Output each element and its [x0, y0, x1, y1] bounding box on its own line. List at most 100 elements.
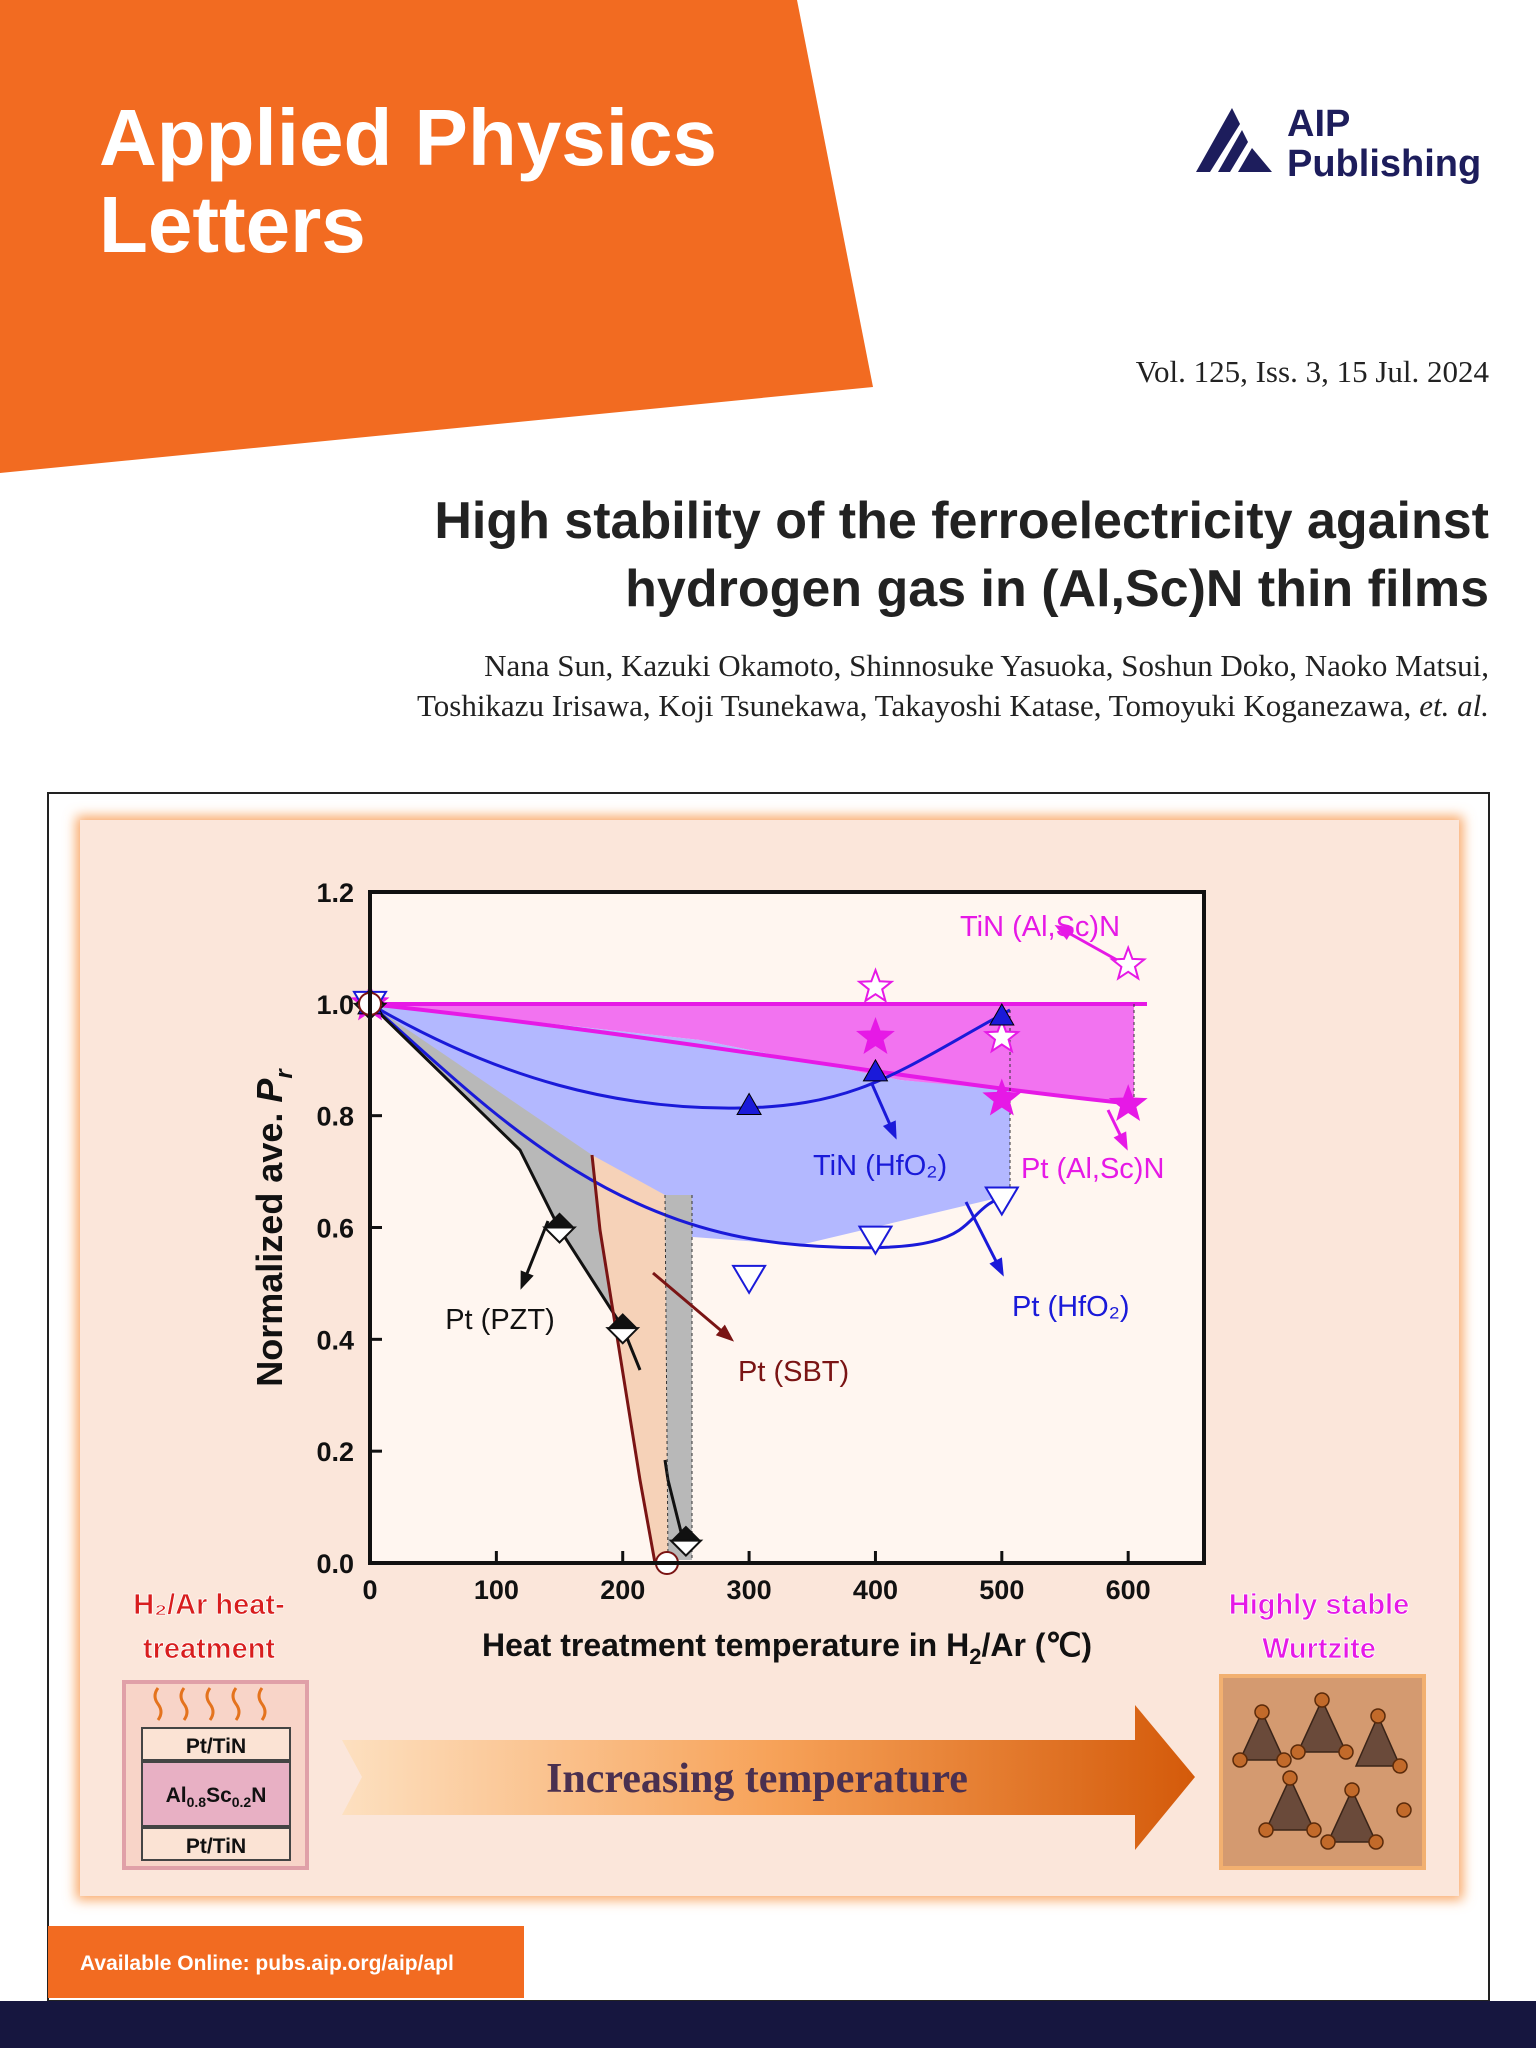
arrow-head: [1054, 925, 1074, 940]
atom: [1290, 1744, 1306, 1760]
y-tick-label: 1.2: [316, 878, 354, 908]
data-point: [988, 1003, 1015, 1026]
publisher-logo: AIP Publishing: [1196, 103, 1481, 185]
x-tick-label: 200: [600, 1575, 645, 1605]
atom: [1282, 1770, 1298, 1786]
authors: Toshikazu Irisawa, Koji Tsunekawa, Takay…: [417, 688, 1411, 723]
fit-curve: [369, 1002, 1011, 1250]
layer: [141, 1827, 291, 1861]
issue-info: Vol. 125, Iss. 3, 15 Jul. 2024: [1136, 354, 1490, 389]
arrow-head: [882, 1120, 897, 1140]
atom: [1320, 1834, 1336, 1850]
authors: Toshikazu Irisawa, Koji Tsunekawa, Takay…: [417, 688, 1489, 723]
arrow-head: [1113, 1131, 1128, 1151]
series-label: Pt (PZT): [445, 1304, 555, 1336]
footer-link: Available Online: pubs.aip.org/aip/apl: [80, 1952, 454, 1975]
layer-label: N: [251, 1784, 266, 1807]
atom: [1314, 1692, 1330, 1708]
x-tick-label: 300: [727, 1575, 772, 1605]
marker: [668, 1539, 704, 1558]
layer-label: 0.8: [187, 1794, 207, 1810]
layer-label: Al: [166, 1784, 187, 1807]
result-label: Wurtzite: [1262, 1633, 1376, 1665]
region: [665, 1195, 692, 1560]
x-tick-label: 0: [362, 1575, 377, 1605]
marker: [542, 1226, 577, 1244]
marker: [984, 1186, 1020, 1217]
process-label: treatment: [143, 1633, 275, 1665]
layer: [141, 1761, 291, 1827]
marker: [736, 1092, 762, 1115]
atom: [1306, 1822, 1322, 1838]
y-axis-title: Normalized ave.: [249, 1103, 290, 1387]
authors-etal: et. al.: [1419, 688, 1489, 723]
plot-frame: [368, 890, 1206, 1565]
tetrahedron: [1238, 1710, 1286, 1761]
region: [370, 1004, 645, 1480]
authors: Nana Sun, Kazuki Okamoto, Shinnosuke Yas…: [484, 648, 1489, 683]
data-point: [1108, 1084, 1148, 1122]
marker: [982, 1078, 1022, 1116]
atom: [1232, 1752, 1248, 1768]
atom: [1396, 1802, 1412, 1818]
article-title: High stability of the ferroelectricity a…: [434, 492, 1489, 550]
layer-label: Sc: [206, 1784, 232, 1807]
bottom-bar: [0, 2001, 1536, 2048]
fit-curve: [590, 1154, 657, 1564]
y-tick-label: 0.6: [316, 1214, 354, 1244]
atom: [1392, 1758, 1408, 1774]
region: [592, 1155, 668, 1563]
y-axis-title: Normalized ave. Pr: [249, 1068, 298, 1387]
x-axis-title: /Ar (℃): [981, 1627, 1092, 1663]
data-point: [862, 1058, 889, 1082]
layer-label: Al0.8Sc0.2N: [166, 1784, 267, 1810]
data-point: [857, 1225, 894, 1256]
data-point: [856, 967, 895, 1004]
arrow-head: [989, 1257, 1004, 1277]
annotation-arrow: [652, 1271, 732, 1341]
marker: [731, 1264, 767, 1295]
series-label: Pt (SBT): [738, 1356, 849, 1388]
marker: [983, 1017, 1021, 1054]
article-title: hydrogen gas in (Al,Sc)N thin films: [625, 560, 1489, 618]
atom: [1254, 1704, 1270, 1720]
series-label: Pt (Al,Sc)N: [1021, 1153, 1164, 1185]
tetrahedron: [1326, 1788, 1378, 1843]
x-tick-label: 500: [979, 1575, 1024, 1605]
publisher: AIP: [1287, 103, 1350, 145]
atom: [1258, 1822, 1274, 1838]
layer-label: Pt/TiN: [186, 1735, 246, 1758]
journal-title: Applied Physics: [99, 93, 717, 182]
y-tick-label: 0.2: [316, 1437, 354, 1467]
boundary: [664, 1194, 669, 1561]
arrow-head: [520, 1270, 534, 1290]
series-label: TiN (Al,Sc)N: [960, 911, 1120, 943]
x-tick-label: 100: [474, 1575, 519, 1605]
x-axis-title: 2: [969, 1644, 981, 1669]
crystal-structure: [1238, 1698, 1402, 1843]
y-tick-label: 1.0: [316, 990, 354, 1020]
data-point: [984, 1186, 1020, 1217]
x-tick-label: 600: [1106, 1575, 1151, 1605]
data-point: [983, 1017, 1021, 1054]
temperature-arrow: [342, 1705, 1195, 1850]
data-point: [731, 1264, 767, 1295]
x-axis-title: Heat treatment temperature in H2/Ar (℃): [482, 1627, 1092, 1669]
atoms: [1232, 1692, 1412, 1850]
gas-waves: [153, 1687, 267, 1721]
marker: [856, 1016, 895, 1054]
layer-label: Pt/TiN: [186, 1835, 246, 1858]
y-tick-label: 0.0: [316, 1549, 354, 1579]
atom: [1276, 1752, 1292, 1768]
tetrahedron: [1354, 1714, 1402, 1767]
publisher: Publishing: [1287, 143, 1481, 185]
atom: [1344, 1782, 1360, 1798]
y-tick-label: 0.4: [316, 1325, 354, 1355]
region: [370, 1004, 1010, 1245]
data-point: [856, 1016, 895, 1054]
atom: [1338, 1744, 1354, 1760]
marker: [862, 1058, 889, 1082]
